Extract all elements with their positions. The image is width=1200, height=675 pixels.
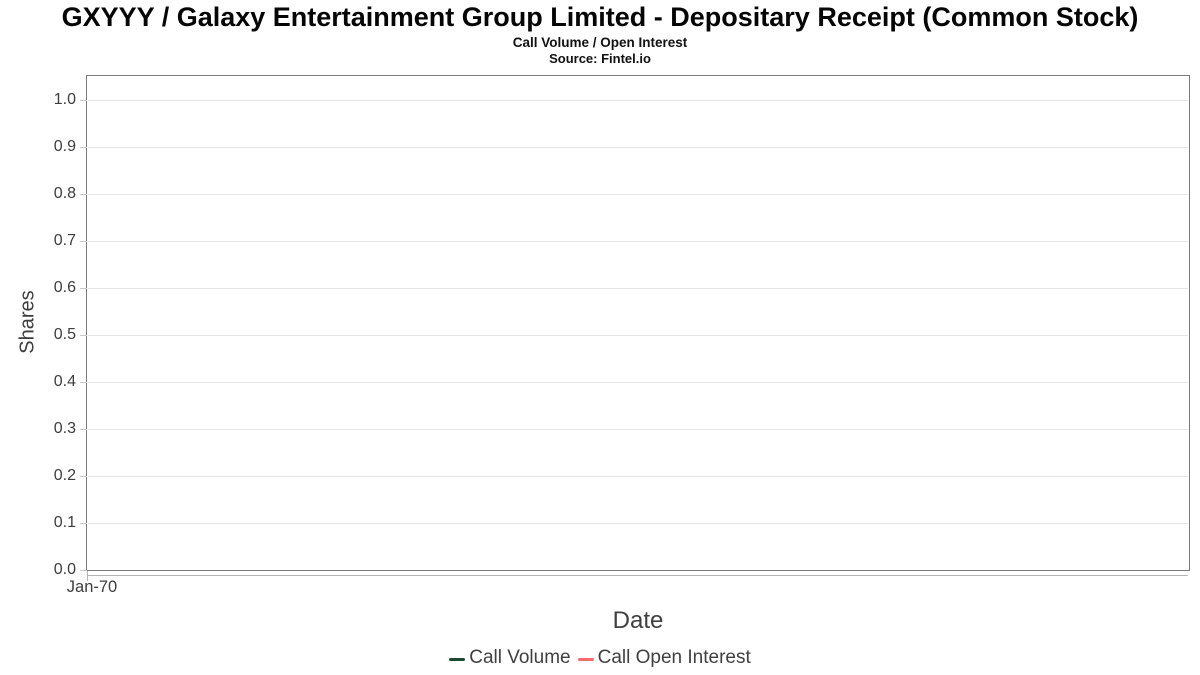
plot-area [86,75,1190,571]
y-tick-label: 0.2 [53,467,76,484]
y-tick-mark [80,570,87,571]
gridline [88,382,1188,383]
y-tick-mark [80,288,87,289]
y-tick-label: 0.6 [53,279,76,296]
y-tick-label: 0.4 [53,373,76,390]
legend-item-call-open-interest[interactable]: Call Open Interest [577,647,751,669]
chart-source: Source: Fintel.io [549,51,651,66]
gridline [88,100,1188,101]
gridline [88,335,1188,336]
y-tick-mark [80,335,87,336]
y-tick-mark [80,100,87,101]
legend: Call Volume Call Open Interest [0,646,1200,670]
y-tick-mark [80,523,87,524]
y-tick-label: 0.8 [53,185,76,202]
y-tick-mark [80,241,87,242]
chart-title: GXYYY / Galaxy Entertainment Group Limit… [61,2,1139,32]
x-tick-label: Jan-70 [66,578,118,596]
gridline [88,523,1188,524]
y-tick-label: 0.9 [53,138,76,155]
gridline [88,147,1188,148]
x-axis-line [88,575,1188,576]
x-tick-mark [87,571,88,581]
gridline [88,241,1188,242]
gridline [88,429,1188,430]
gridline [88,476,1188,477]
gridline [88,194,1188,195]
y-tick-mark [80,429,87,430]
y-tick-mark [80,382,87,383]
y-tick-mark [80,194,87,195]
y-tick-label: 1.0 [53,91,76,108]
legend-swatch-icon [449,657,466,661]
y-tick-label: 0.1 [53,514,76,531]
x-axis-title: Date [612,607,664,634]
legend-label: Call Volume [469,647,571,668]
y-tick-mark [80,476,87,477]
y-tick-label: 0.5 [53,326,76,343]
legend-swatch-icon [577,657,594,661]
gridline [88,288,1188,289]
chart-subtitle: Call Volume / Open Interest [512,35,688,50]
y-tick-label: 0.7 [53,232,76,249]
legend-label: Call Open Interest [597,647,751,668]
y-tick-label: 0.3 [53,420,76,437]
y-tick-label: 0.0 [53,561,76,578]
legend-item-call-volume[interactable]: Call Volume [449,647,571,669]
y-tick-mark [80,147,87,148]
